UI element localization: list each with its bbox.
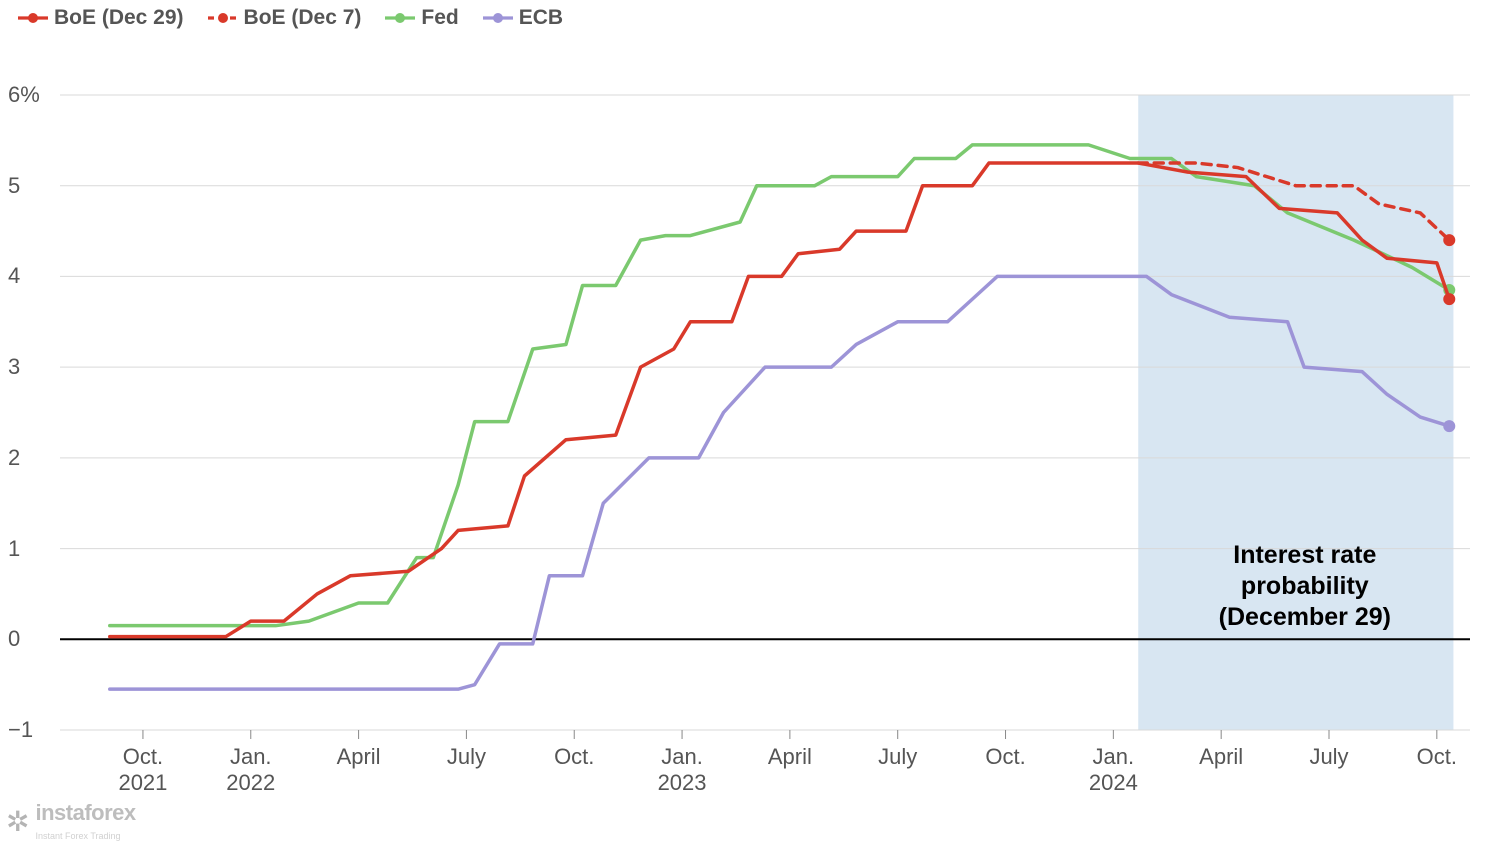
annotation-line1: Interest rate probability <box>1233 541 1376 600</box>
x-tick-month: Jan. <box>1093 744 1135 769</box>
x-tick-label: Jan.2023 <box>642 744 722 796</box>
y-tick-label: 2 <box>8 445 20 471</box>
y-tick-label: 5 <box>8 173 20 199</box>
x-tick-label: July <box>858 744 938 770</box>
y-tick-label: 0 <box>8 626 20 652</box>
y-tick-label: −1 <box>8 717 33 743</box>
x-tick-label: Oct.2021 <box>103 744 183 796</box>
x-tick-month: Jan. <box>230 744 272 769</box>
watermark: ✲ instaforex Instant Forex Trading <box>6 800 136 844</box>
forecast-band <box>1138 95 1453 730</box>
x-tick-label: July <box>426 744 506 770</box>
x-tick-label: July <box>1289 744 1369 770</box>
x-tick-month: Jan. <box>661 744 703 769</box>
x-tick-label: Oct. <box>1397 744 1477 770</box>
x-tick-label: April <box>750 744 830 770</box>
annotation-line2: (December 29) <box>1219 603 1391 631</box>
y-tick-label: 1 <box>8 536 20 562</box>
chart-svg <box>0 0 1500 850</box>
x-tick-year: 2021 <box>103 770 183 796</box>
x-tick-month: April <box>1199 744 1243 769</box>
x-tick-month: April <box>768 744 812 769</box>
x-tick-month: Oct. <box>985 744 1025 769</box>
x-tick-month: Oct. <box>123 744 163 769</box>
x-tick-label: April <box>1181 744 1261 770</box>
watermark-sub: Instant Forex Trading <box>35 831 120 841</box>
y-tick-label: 6% <box>8 82 40 108</box>
x-tick-month: July <box>878 744 917 769</box>
forecast-annotation: Interest rate probability (December 29) <box>1166 540 1443 634</box>
series-boe_dec29-end-marker <box>1443 293 1455 305</box>
x-tick-year: 2022 <box>211 770 291 796</box>
x-tick-label: Oct. <box>534 744 614 770</box>
x-tick-month: July <box>1309 744 1348 769</box>
chart-container: BoE (Dec 29)BoE (Dec 7)FedECB −10123456%… <box>0 0 1500 850</box>
x-tick-label: Jan.2022 <box>211 744 291 796</box>
y-tick-label: 4 <box>8 263 20 289</box>
x-tick-label: Oct. <box>966 744 1046 770</box>
x-tick-month: April <box>337 744 381 769</box>
x-tick-label: April <box>319 744 399 770</box>
x-tick-year: 2024 <box>1073 770 1153 796</box>
x-tick-month: Oct. <box>554 744 594 769</box>
x-tick-month: July <box>447 744 486 769</box>
series-ecb-end-marker <box>1443 420 1455 432</box>
x-tick-label: Jan.2024 <box>1073 744 1153 796</box>
x-tick-year: 2023 <box>642 770 722 796</box>
x-tick-month: Oct. <box>1417 744 1457 769</box>
y-tick-label: 3 <box>8 354 20 380</box>
watermark-name: instaforex <box>35 800 135 825</box>
series-boe_dec7-end-marker <box>1443 234 1455 246</box>
watermark-icon: ✲ <box>6 808 29 836</box>
